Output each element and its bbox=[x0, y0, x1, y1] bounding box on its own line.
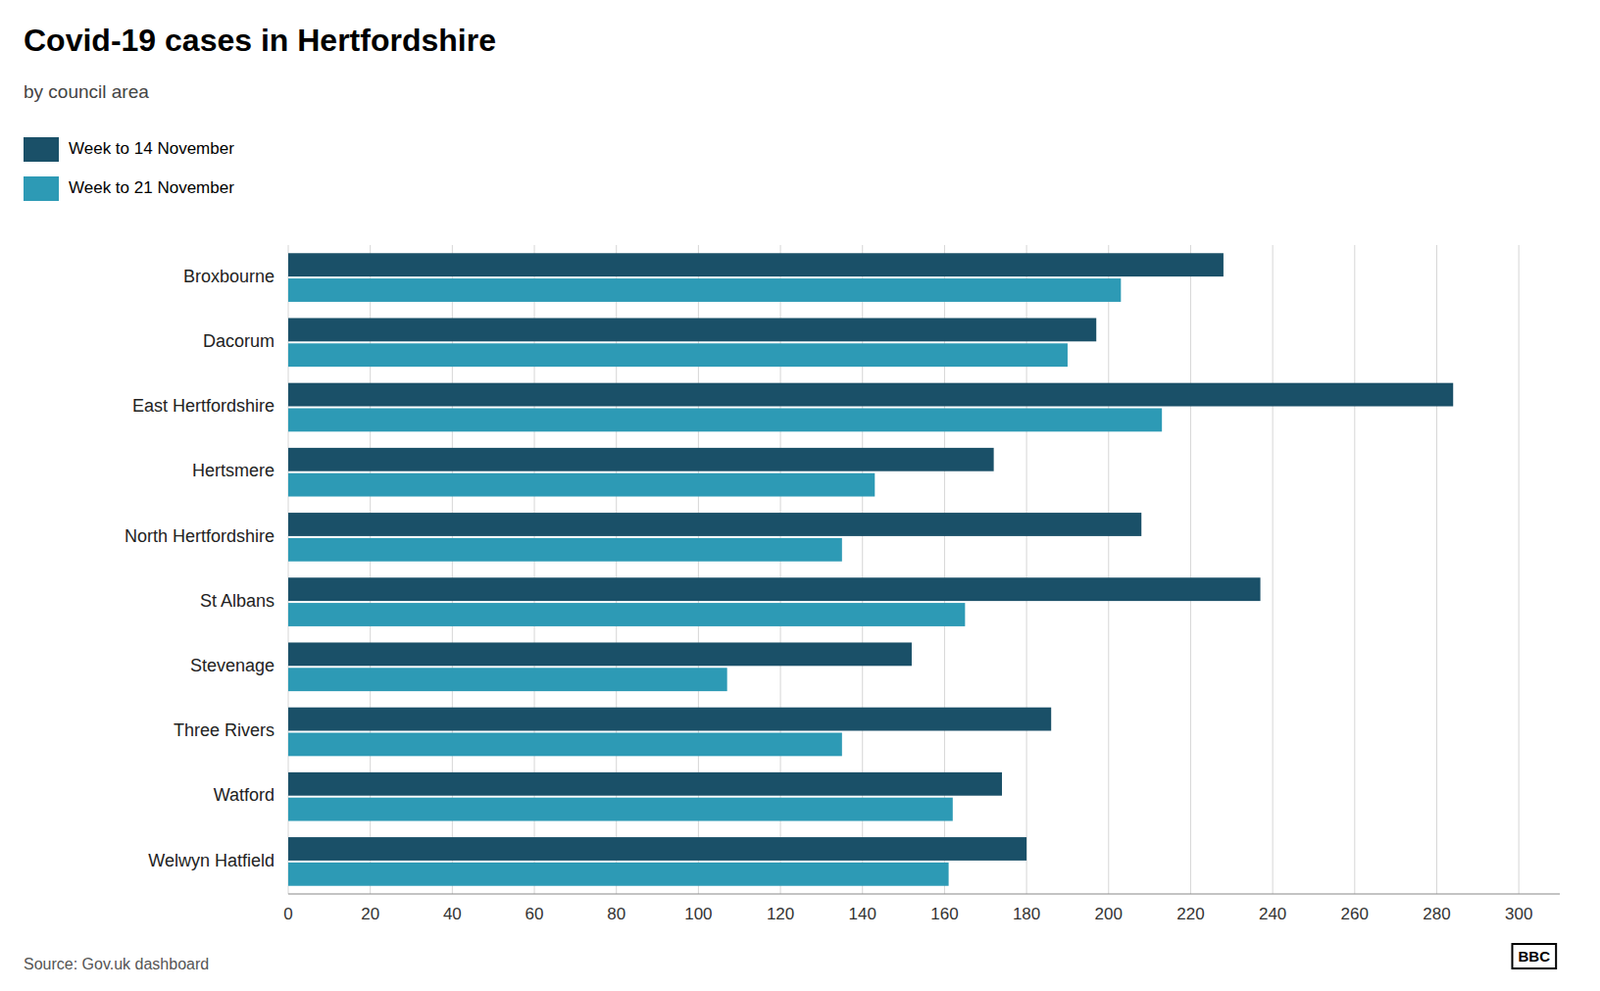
grid-line bbox=[780, 245, 782, 895]
grid-line bbox=[1190, 245, 1192, 895]
category-label: North Hertfordshire bbox=[124, 526, 275, 547]
category-label: St Albans bbox=[200, 591, 275, 611]
grid-line bbox=[534, 245, 536, 895]
bars bbox=[288, 252, 1453, 886]
x-tick-label: 20 bbox=[360, 904, 380, 924]
x-tick-label: 140 bbox=[849, 904, 877, 924]
legend-swatch bbox=[23, 137, 59, 162]
grid-line bbox=[1436, 245, 1438, 895]
x-tick-label: 160 bbox=[930, 904, 958, 924]
legend-label: Week to 21 November bbox=[68, 178, 235, 198]
bar bbox=[288, 278, 1121, 302]
bar bbox=[288, 473, 875, 498]
category-label: Broxbourne bbox=[183, 266, 275, 287]
grid-line bbox=[615, 245, 617, 895]
grid-line bbox=[1272, 245, 1274, 895]
grid-line bbox=[1107, 245, 1109, 895]
title: Covid-19 cases in Hertfordshire bbox=[23, 22, 497, 58]
category-label: Welwyn Hatfield bbox=[148, 850, 275, 871]
grid-line bbox=[698, 245, 700, 895]
x-tick-label: 100 bbox=[684, 904, 712, 924]
x-tick-label: 260 bbox=[1341, 904, 1369, 924]
legend-swatch bbox=[23, 176, 59, 201]
x-tick-label: 220 bbox=[1176, 904, 1204, 924]
category-label: Hertsmere bbox=[192, 460, 275, 481]
grid-line bbox=[1353, 245, 1355, 895]
grid-line bbox=[451, 245, 453, 895]
bar bbox=[288, 538, 843, 562]
background bbox=[0, 0, 1600, 991]
category-label: Three Rivers bbox=[173, 720, 275, 741]
bar bbox=[288, 383, 1453, 407]
bar bbox=[288, 667, 728, 692]
annotation: BBC bbox=[1512, 944, 1557, 969]
grid-line bbox=[1026, 245, 1028, 895]
logo-box bbox=[1512, 944, 1557, 969]
bar bbox=[288, 512, 1142, 537]
bar bbox=[288, 602, 965, 627]
x-tick-label: 60 bbox=[525, 904, 545, 924]
x-tick-label: 280 bbox=[1422, 904, 1450, 924]
grid-line bbox=[288, 245, 290, 895]
bar bbox=[288, 772, 1002, 797]
x-tick-label: 180 bbox=[1012, 904, 1041, 924]
chart: Covid-19 cases in Hertfordshire by counci… bbox=[0, 0, 1600, 991]
bar bbox=[288, 252, 1224, 277]
x-tick-label: 240 bbox=[1258, 904, 1287, 924]
bar bbox=[288, 862, 950, 887]
bar bbox=[288, 317, 1097, 342]
x-tick-label: 120 bbox=[766, 904, 795, 924]
category-label: East Hertfordshire bbox=[132, 396, 275, 416]
x-axis-line bbox=[288, 894, 1560, 896]
grid-line bbox=[861, 245, 863, 895]
bar bbox=[288, 642, 912, 666]
bar bbox=[288, 837, 1027, 861]
bar bbox=[288, 448, 995, 472]
x-tick-label: 200 bbox=[1095, 904, 1123, 924]
source: Source: Gov.uk dashboard bbox=[23, 955, 209, 973]
bar bbox=[288, 343, 1068, 367]
grid-line bbox=[1518, 245, 1520, 895]
x-tick-label: 300 bbox=[1504, 904, 1533, 924]
bar bbox=[288, 577, 1261, 601]
bar bbox=[288, 732, 843, 756]
grid-line bbox=[944, 245, 946, 895]
grid bbox=[288, 245, 1519, 895]
category-label: Dacorum bbox=[202, 331, 275, 351]
x-tick-label: 0 bbox=[283, 904, 293, 924]
bar bbox=[288, 707, 1051, 732]
legend: Week to 14 November Week to 21 November bbox=[23, 137, 235, 201]
x-tick-label: 40 bbox=[443, 904, 462, 924]
category-label: Stevenage bbox=[190, 655, 275, 676]
bar bbox=[288, 798, 953, 822]
logo-text: BBC bbox=[1518, 948, 1551, 965]
x-tick-label: 80 bbox=[606, 904, 626, 924]
subtitle: by council area bbox=[23, 81, 150, 102]
legend-label: Week to 14 November bbox=[68, 139, 235, 158]
grid-line bbox=[369, 245, 371, 895]
bar bbox=[288, 407, 1162, 432]
page: {"chart_data": {"type": "bar", "orientat… bbox=[0, 0, 1600, 991]
category-label: Watford bbox=[213, 785, 275, 805]
